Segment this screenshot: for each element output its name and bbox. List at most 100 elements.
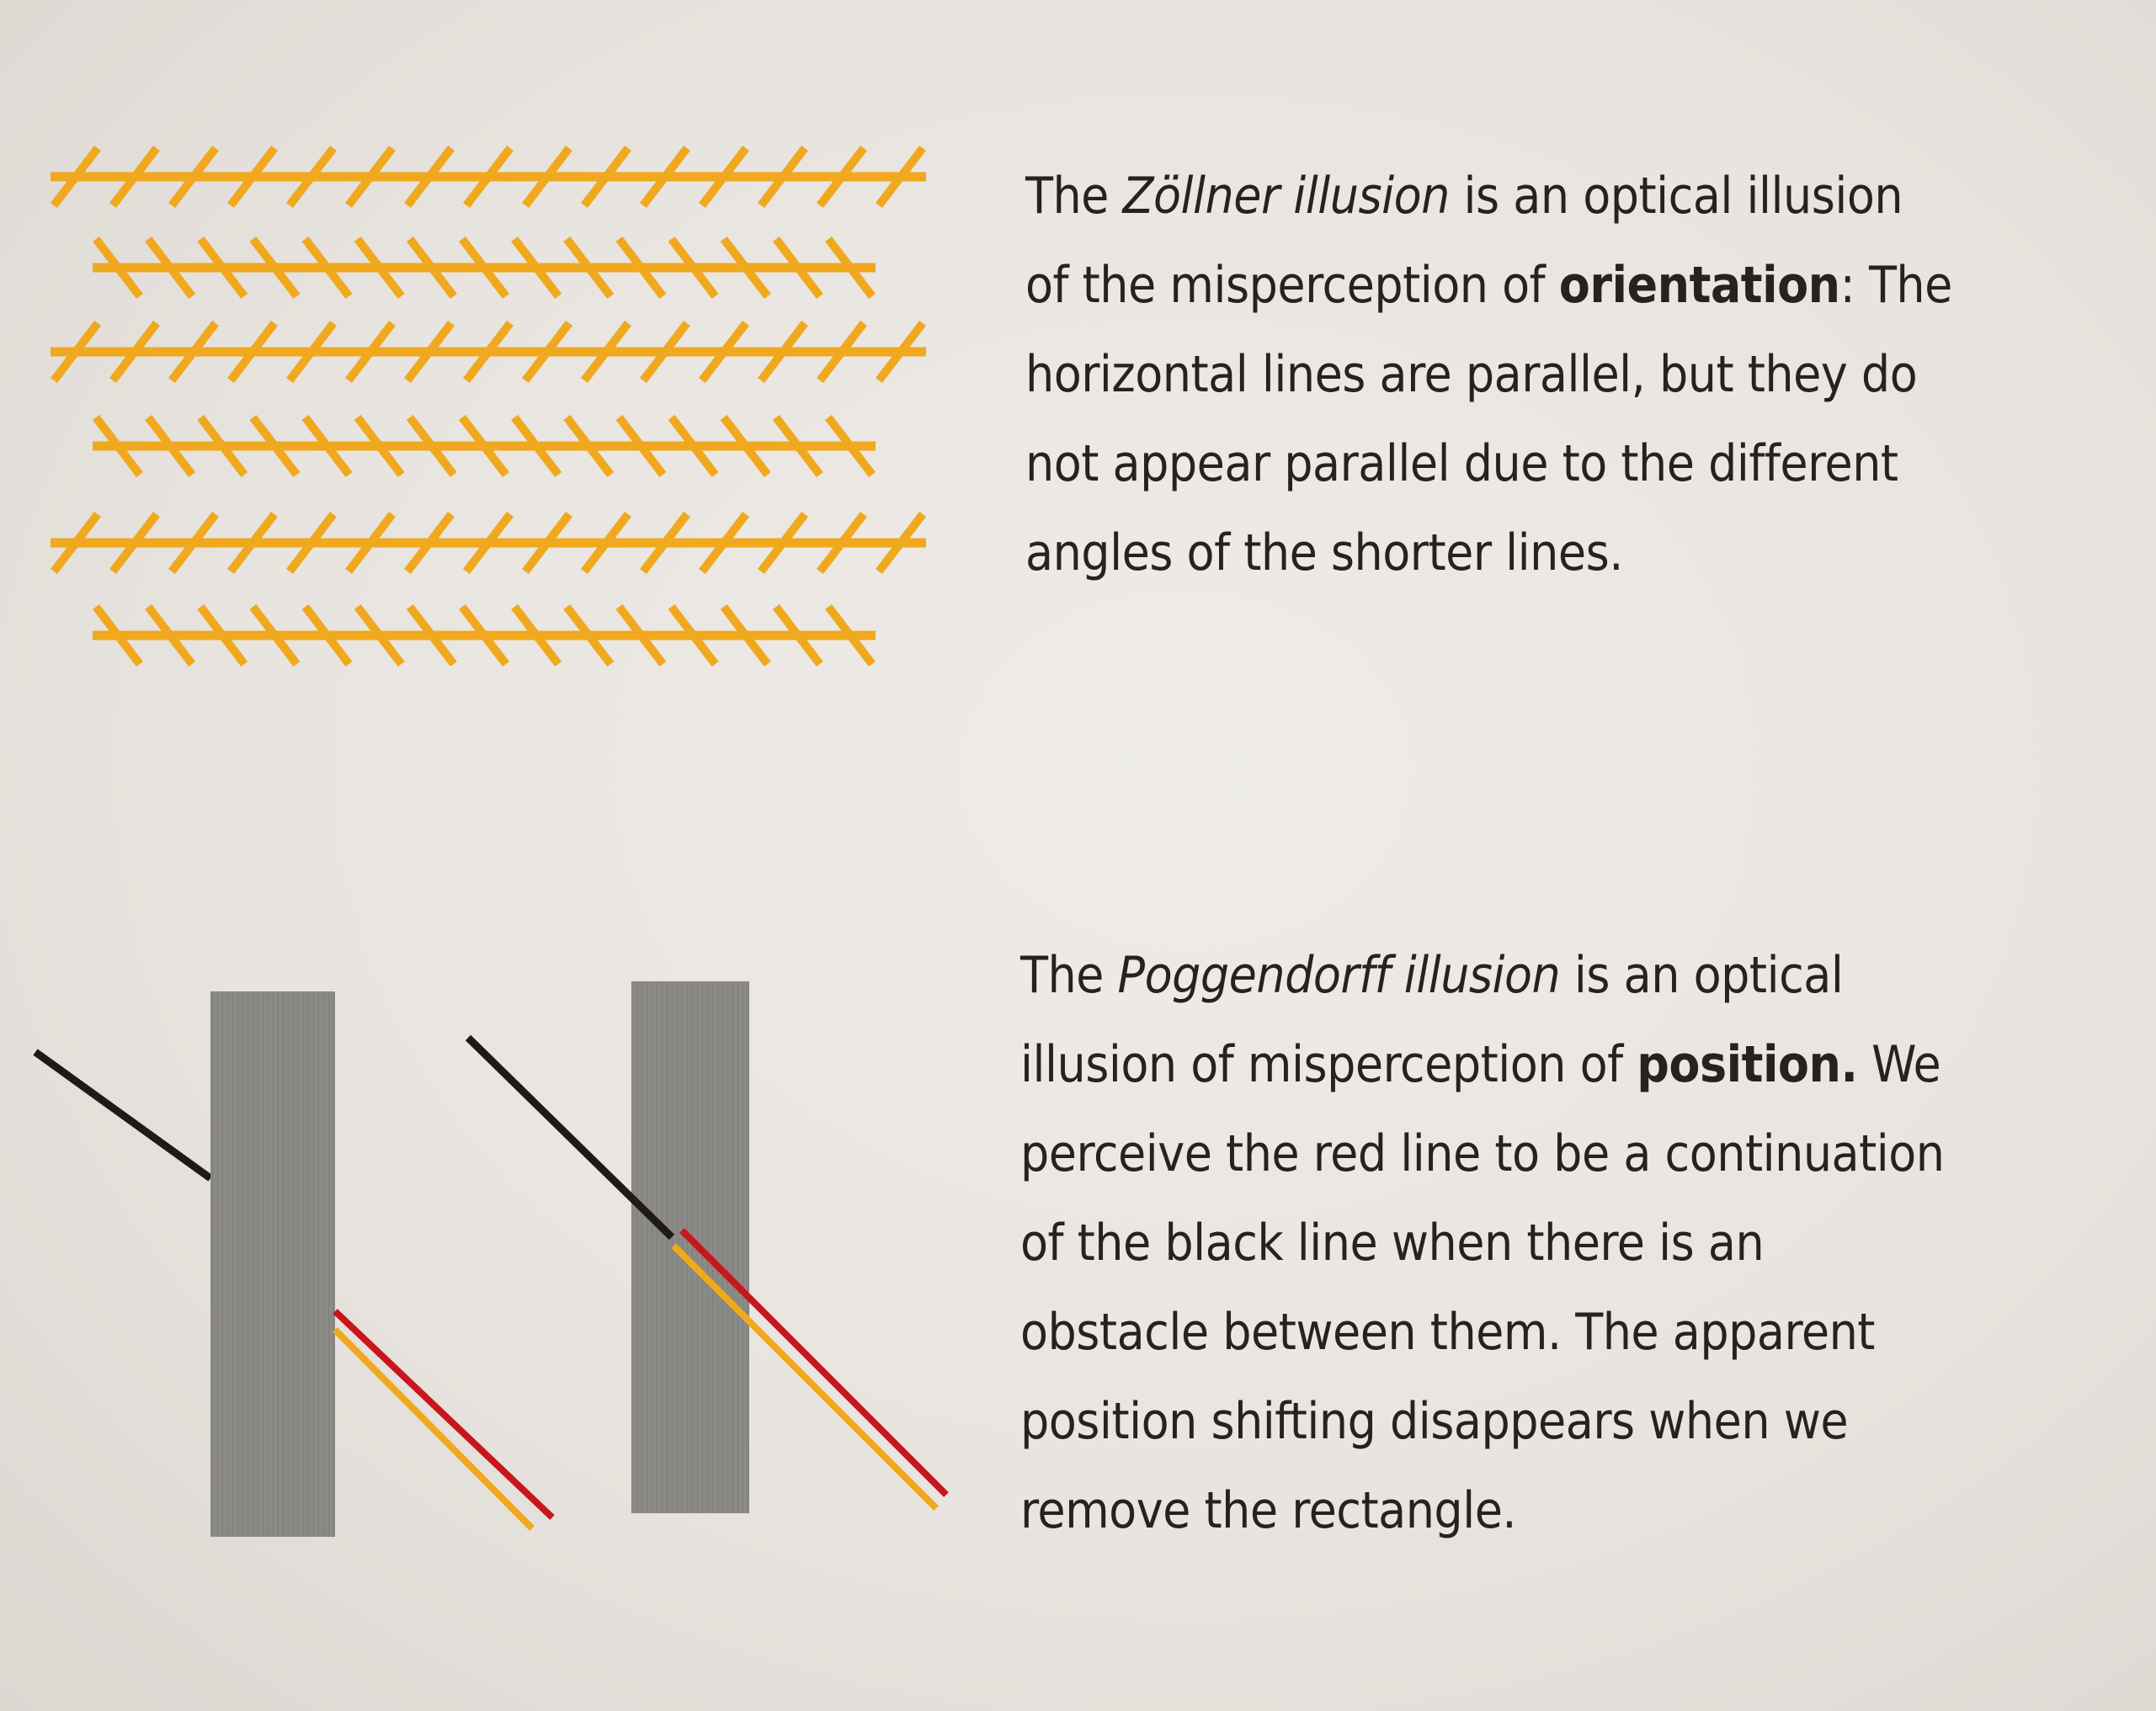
- zollner-hatch-line: [286, 145, 337, 209]
- zollner-hatch-line: [249, 603, 301, 667]
- zollner-hatch-line: [354, 603, 405, 667]
- zollner-hatch-line: [699, 145, 749, 209]
- zollner-hatch-line: [758, 145, 808, 209]
- poggendorff-line-7: remove the rectangle.: [1020, 1481, 1517, 1540]
- zollner-hatch-line: [354, 236, 405, 300]
- zollner-hatch-line: [720, 603, 771, 667]
- poggendorff-line-1: The Poggendorff illusion is an optical: [1020, 931, 2081, 1020]
- obstacle-rectangle-right: [631, 981, 749, 1513]
- zollner-hatch-line: [459, 414, 509, 478]
- zollner-hatch-line: [109, 320, 160, 384]
- zollner-hatch-line: [463, 320, 514, 384]
- poggendorff-line-3: perceive the red line to be a continuati…: [1020, 1124, 1945, 1183]
- zollner-hatch-line: [93, 236, 143, 300]
- zollner-hatch-line: [876, 145, 926, 209]
- zollner-line-2: of the misperception of orientation: The: [1025, 241, 2036, 330]
- zollner-description: The Zöllner illusion is an optical illus…: [1025, 151, 2036, 598]
- black-line-left: [33, 1049, 213, 1182]
- obstacle-rectangle-left: [210, 991, 335, 1537]
- poggendorff-left: [33, 991, 555, 1537]
- zollner-hatch-line: [345, 320, 396, 384]
- zollner-row: [51, 320, 926, 384]
- zollner-hatch-line: [668, 414, 719, 478]
- zollner-line-5: angles of the shorter lines.: [1025, 523, 1623, 582]
- zollner-hatch-line: [668, 603, 719, 667]
- text-fragment: is an optical illusion: [1449, 167, 1903, 226]
- zollner-hatch-line: [463, 145, 514, 209]
- zollner-hatch-line: [563, 414, 615, 478]
- text-fragment: is an optical: [1560, 946, 1844, 1005]
- text-fragment: illusion of misperception of: [1020, 1035, 1637, 1094]
- zollner-hatch-line: [404, 511, 455, 575]
- zollner-hatch-line: [145, 603, 196, 667]
- zollner-hatch-line: [772, 603, 823, 667]
- zollner-line-4: not appear parallel due to the different: [1025, 434, 1898, 493]
- zollner-hatch-line: [615, 603, 667, 667]
- zollner-hatch-line: [51, 511, 101, 575]
- zollner-hatch-line: [404, 320, 455, 384]
- zollner-hatch-line: [581, 320, 631, 384]
- zollner-hatch-line: [511, 414, 562, 478]
- zollner-hatch-line: [406, 603, 457, 667]
- zollner-hatch-line: [699, 320, 749, 384]
- poggendorff-line-5: obstacle between them. The apparent: [1020, 1303, 1875, 1362]
- emphasis-term: position.: [1637, 1035, 1858, 1094]
- zollner-hatch-line: [817, 511, 867, 575]
- zollner-hatch-line: [406, 236, 457, 300]
- zollner-hatch-line: [93, 414, 143, 478]
- zollner-hatch-line: [345, 511, 396, 575]
- zollner-hatch-line: [227, 145, 278, 209]
- zollner-hatch-line: [758, 320, 808, 384]
- zollner-row: [93, 414, 876, 478]
- zollner-hatch-line: [406, 414, 457, 478]
- gold-line-right: [671, 1243, 939, 1511]
- red-line-right: [679, 1228, 949, 1497]
- zollner-hatch-line: [563, 236, 615, 300]
- red-line-left: [333, 1309, 555, 1520]
- black-line-right: [465, 1034, 675, 1241]
- poggendorff-right: [465, 981, 949, 1513]
- zollner-hatch-line: [640, 511, 690, 575]
- zollner-hatch-line: [197, 603, 248, 667]
- zollner-hatch-line: [145, 414, 196, 478]
- zollner-row: [51, 145, 926, 209]
- zollner-hatch-line: [772, 236, 823, 300]
- zollner-hatch-line: [404, 145, 455, 209]
- zollner-hatch-line: [668, 236, 719, 300]
- zollner-hatch-line: [640, 145, 690, 209]
- zollner-hatch-line: [227, 511, 278, 575]
- zollner-hatch-line: [720, 236, 771, 300]
- zollner-hatch-line: [511, 603, 562, 667]
- text-fragment: We: [1857, 1035, 1941, 1094]
- zollner-hatch-line: [825, 414, 876, 478]
- zollner-hatch-line: [345, 145, 396, 209]
- zollner-hatch-line: [640, 320, 690, 384]
- zollner-hatch-line: [463, 511, 514, 575]
- zollner-hatch-line: [615, 414, 667, 478]
- zollner-hatch-line: [168, 511, 219, 575]
- zollner-hatch-line: [772, 414, 823, 478]
- text-fragment: The: [1025, 167, 1123, 226]
- emphasis-term: orientation: [1558, 256, 1840, 315]
- zollner-hatch-line: [301, 414, 353, 478]
- zollner-hatch-line: [286, 320, 337, 384]
- zollner-hatch-line: [168, 145, 219, 209]
- zollner-hatch-line: [51, 320, 101, 384]
- zollner-hatch-line: [249, 414, 301, 478]
- zollner-hatch-line: [522, 511, 572, 575]
- zollner-hatch-line: [145, 236, 196, 300]
- zollner-hatch-line: [876, 320, 926, 384]
- poggendorff-line-4: of the black line when there is an: [1020, 1214, 1765, 1273]
- zollner-hatch-line: [825, 236, 876, 300]
- zollner-line-3: horizontal lines are parallel, but they …: [1025, 345, 1918, 404]
- zollner-hatch-line: [286, 511, 337, 575]
- zollner-hatch-line: [825, 603, 876, 667]
- zollner-hatch-line: [720, 414, 771, 478]
- zollner-hatch-line: [459, 236, 509, 300]
- zollner-hatch-line: [109, 511, 160, 575]
- text-fragment: The: [1020, 946, 1118, 1005]
- text-fragment: of the misperception of: [1025, 256, 1559, 315]
- zollner-hatch-line: [354, 414, 405, 478]
